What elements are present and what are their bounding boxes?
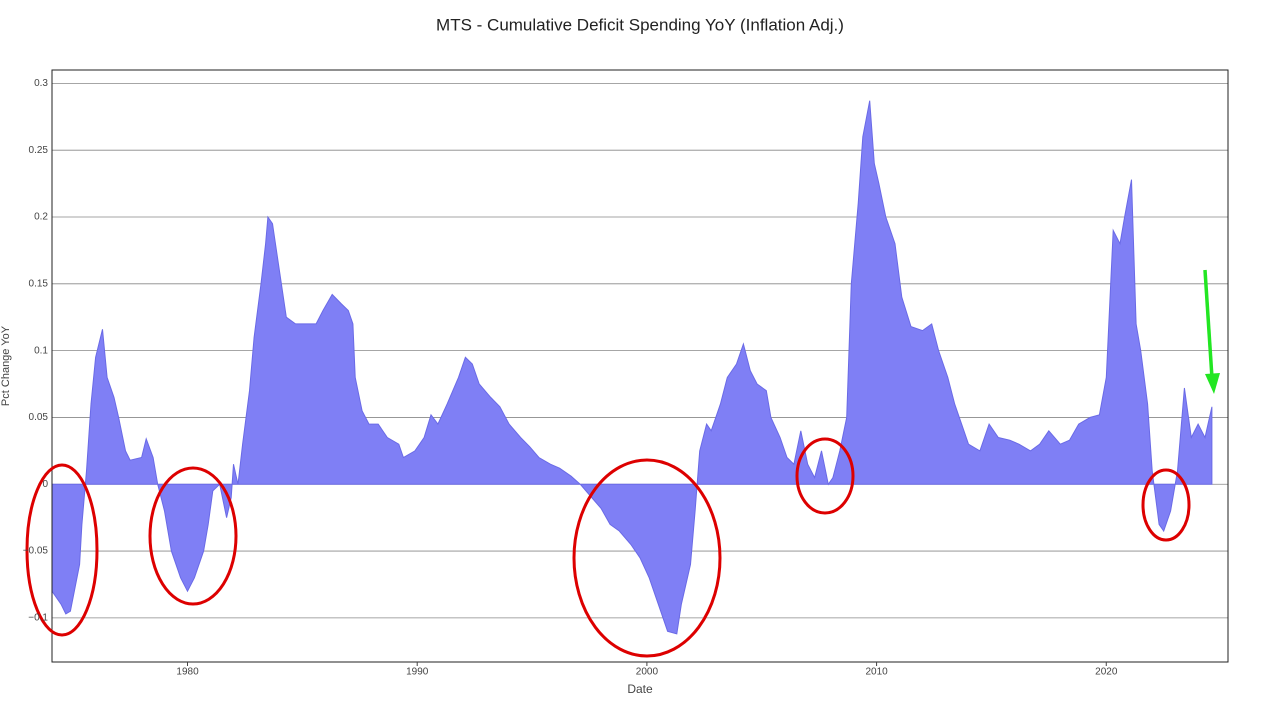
annotations	[25, 437, 1191, 658]
y-tick-label: 0	[42, 479, 48, 490]
x-tick-label: 2000	[636, 667, 659, 678]
y-tick-label: 0.1	[34, 345, 48, 356]
plot-frame	[51, 69, 1229, 663]
y-tick-label: 0.2	[34, 212, 48, 223]
x-tick-label: 2020	[1095, 667, 1118, 678]
x-tick-label: 2010	[865, 667, 888, 678]
y-tick-label: 0.3	[34, 78, 48, 89]
x-tick-label: 1980	[176, 667, 199, 678]
highlight-circle	[148, 466, 238, 606]
highlight-circle	[1141, 468, 1191, 542]
area	[51, 100, 1213, 635]
arrow	[1203, 269, 1220, 394]
x-tick-label: 1990	[406, 667, 429, 678]
arrow-shaft	[1203, 269, 1214, 379]
y-tick-label: −0.1	[28, 613, 48, 624]
highlight-circle	[572, 458, 722, 658]
y-tick-label: 0.15	[29, 278, 49, 289]
y-tick-label: 0.25	[29, 145, 49, 156]
y-tick-label: −0.05	[23, 546, 49, 557]
highlight-circle	[25, 463, 99, 637]
highlight-circle	[795, 437, 855, 515]
arrow-head	[1205, 373, 1220, 394]
y-tick-label: 0.05	[29, 412, 49, 423]
chart-title: MTS - Cumulative Deficit Spending YoY (I…	[436, 15, 844, 34]
x-axis-label: Date	[627, 682, 653, 696]
plot-area	[51, 82, 1228, 635]
y-axis-label: Pct Change YoY	[0, 325, 12, 406]
